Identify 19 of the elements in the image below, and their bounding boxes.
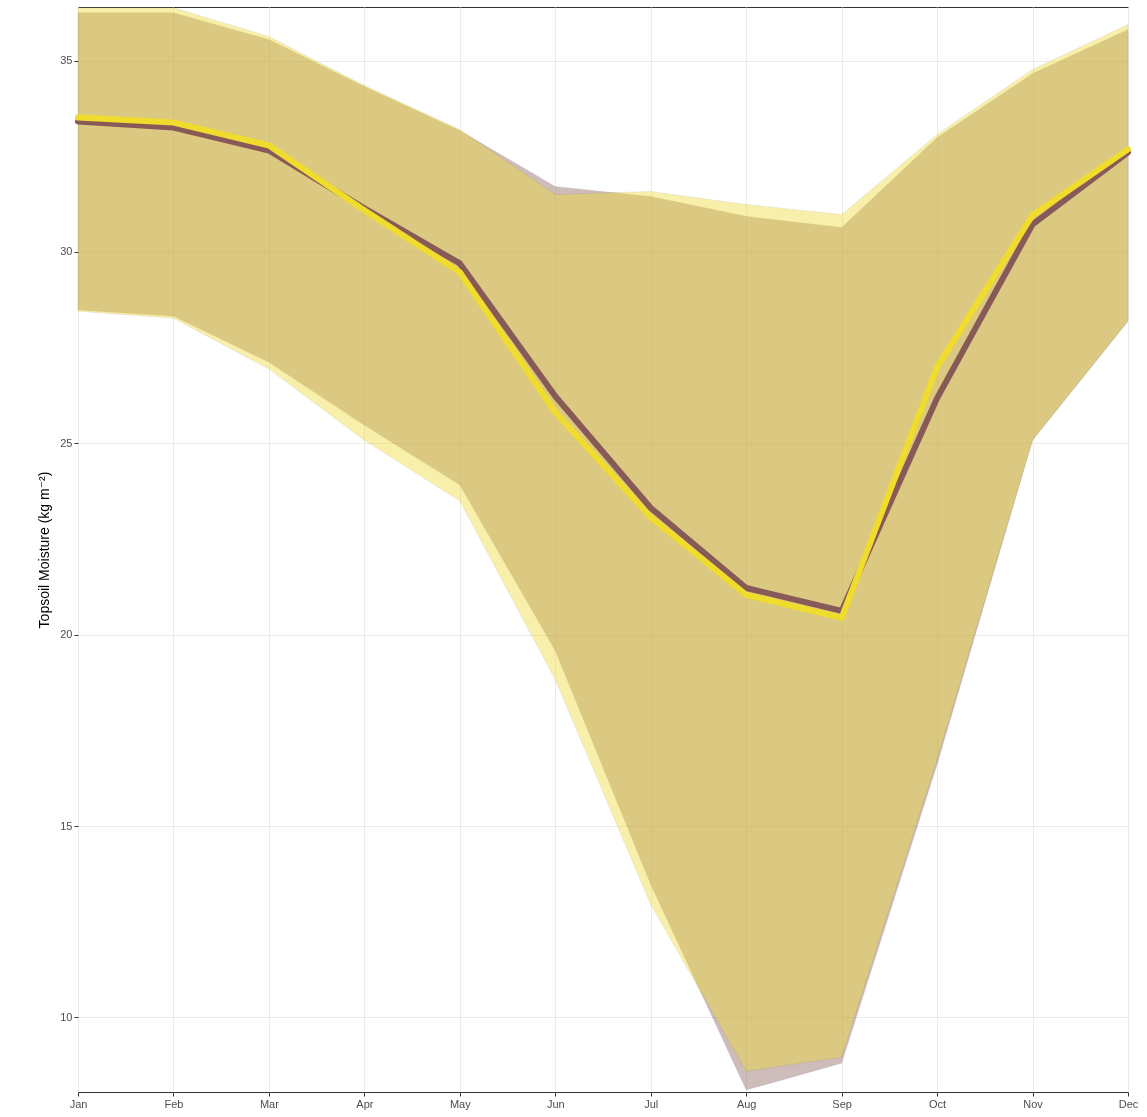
x-tick-label: Jun [546,1097,565,1110]
x-tick-label: Jan [69,1097,88,1110]
x-tick-label: Sep [832,1097,852,1110]
y-tick-label: 25 [60,436,73,449]
x-tick-label: May [449,1097,472,1110]
x-tick-label: Dec [1118,1097,1139,1110]
x-tick-label: Jul [644,1097,659,1110]
y-tick-label: 35 [60,54,73,67]
x-tick-label: Nov [1023,1097,1044,1110]
x-tick-label: Feb [164,1097,184,1110]
y-tick-label: 15 [60,819,73,832]
x-tick-label: Aug [736,1097,757,1110]
y-tick-label: 10 [60,1010,73,1023]
y-tick-label: 30 [60,245,73,258]
x-tick-label: Apr [356,1097,374,1110]
x-tick-label: Mar [259,1097,280,1110]
y-tick-label: 20 [60,628,73,641]
y-axis-title: Topsoil Moisture (kg m⁻²) [36,471,53,629]
x-tick-label: Oct [929,1097,947,1110]
